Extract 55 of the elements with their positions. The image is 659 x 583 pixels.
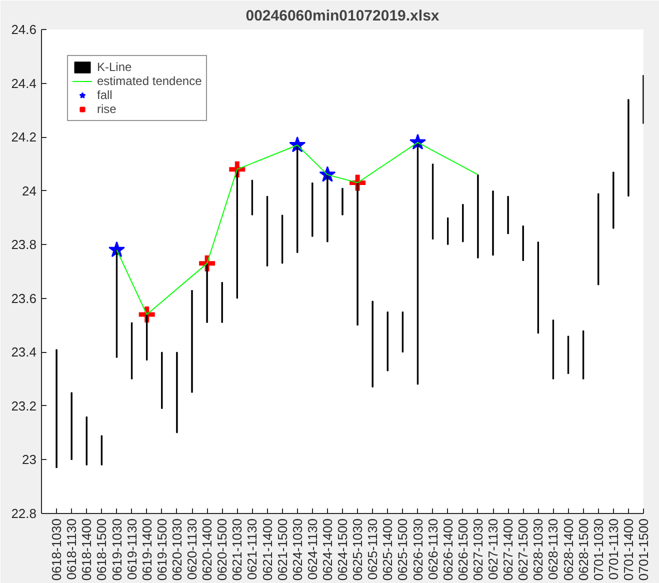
legend-label: estimated tendence xyxy=(97,74,202,88)
legend-label: fall xyxy=(97,88,114,102)
x-tick-label: 0620-1500 xyxy=(214,518,230,581)
y-tick-label: 23.4 xyxy=(11,344,37,360)
y-tick-label: 22.8 xyxy=(11,506,37,521)
x-tick-label: 0628-1130 xyxy=(546,518,561,580)
x-tick-label: 0627-1030 xyxy=(470,518,486,581)
x-tick-label: 0627-1500 xyxy=(516,518,531,581)
x-tick-label: 0619-1030 xyxy=(109,518,124,581)
y-tick-label: 23.2 xyxy=(11,398,37,414)
x-tick-label: 0628-1400 xyxy=(560,518,576,581)
x-tick-label: 0620-1400 xyxy=(200,518,215,581)
x-tick-label: 0618-1400 xyxy=(79,518,94,581)
x-tick-label: 0618-1500 xyxy=(94,518,110,581)
x-tick-label: 0620-1030 xyxy=(169,518,184,581)
x-tick-label: 0626-1030 xyxy=(410,518,426,581)
x-tick-label: 0621-1500 xyxy=(274,518,290,581)
x-tick-label: 0624-1500 xyxy=(335,518,350,581)
x-tick-label: 0620-1130 xyxy=(184,518,200,580)
x-tick-label: 0625-1500 xyxy=(395,518,410,581)
x-tick-label: 0701-1400 xyxy=(620,518,636,581)
x-tick-label: 0624-1400 xyxy=(320,518,335,581)
x-tick-label: 0618-1130 xyxy=(64,518,80,580)
x-tick-label: 0701-1130 xyxy=(606,518,621,580)
y-tick-label: 24 xyxy=(22,183,37,198)
x-tick-label: 0626-1500 xyxy=(455,518,470,581)
x-tick-label: 0626-1130 xyxy=(425,518,440,580)
x-tick-label: 0624-1030 xyxy=(290,518,305,581)
x-tick-label: 0625-1400 xyxy=(380,518,396,581)
chart-title: 00246060min01072019.xlsx xyxy=(246,8,440,24)
x-tick-label: 0621-1130 xyxy=(244,518,260,580)
x-tick-label: 0621-1030 xyxy=(230,518,245,581)
y-tick-label: 24.4 xyxy=(11,76,37,91)
x-tick-label: 0627-1130 xyxy=(486,518,500,580)
legend-label: K-Line xyxy=(97,60,132,74)
x-tick-label: 0624-1130 xyxy=(304,518,320,580)
x-tick-label: 0619-1130 xyxy=(124,518,140,580)
x-tick-label: 0627-1400 xyxy=(500,518,516,581)
y-tick-label: 23.6 xyxy=(11,290,37,306)
legend-label: rise xyxy=(97,102,117,116)
x-tick-label: 0628-1030 xyxy=(530,518,546,581)
x-tick-label: 0621-1400 xyxy=(260,518,275,581)
y-tick-label: 24.6 xyxy=(11,22,37,37)
x-tick-label: 0625-1130 xyxy=(365,518,380,580)
x-tick-label: 0619-1400 xyxy=(139,518,154,581)
x-tick-label: 0701-1500 xyxy=(636,518,651,581)
x-tick-label: 0618-1030 xyxy=(49,518,64,581)
y-tick-label: 23.8 xyxy=(11,237,37,252)
y-tick-label: 24.2 xyxy=(11,130,37,145)
x-tick-label: 0619-1500 xyxy=(154,518,170,581)
x-tick-label: 0628-1500 xyxy=(576,518,591,581)
x-tick-label: 0626-1400 xyxy=(440,518,456,581)
y-tick-label: 23 xyxy=(22,452,37,468)
x-tick-label: 0701-1030 xyxy=(590,518,606,581)
x-tick-label: 0625-1030 xyxy=(350,518,366,581)
